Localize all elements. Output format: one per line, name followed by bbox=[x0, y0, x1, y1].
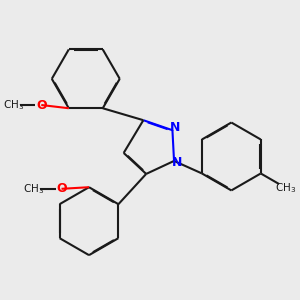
Text: CH$_3$: CH$_3$ bbox=[275, 181, 297, 195]
Text: O: O bbox=[36, 98, 46, 112]
Text: CH$_3$: CH$_3$ bbox=[3, 98, 24, 112]
Text: N: N bbox=[171, 156, 182, 169]
Text: CH$_3$: CH$_3$ bbox=[23, 182, 45, 196]
Text: O: O bbox=[56, 182, 67, 195]
Text: N: N bbox=[170, 121, 180, 134]
